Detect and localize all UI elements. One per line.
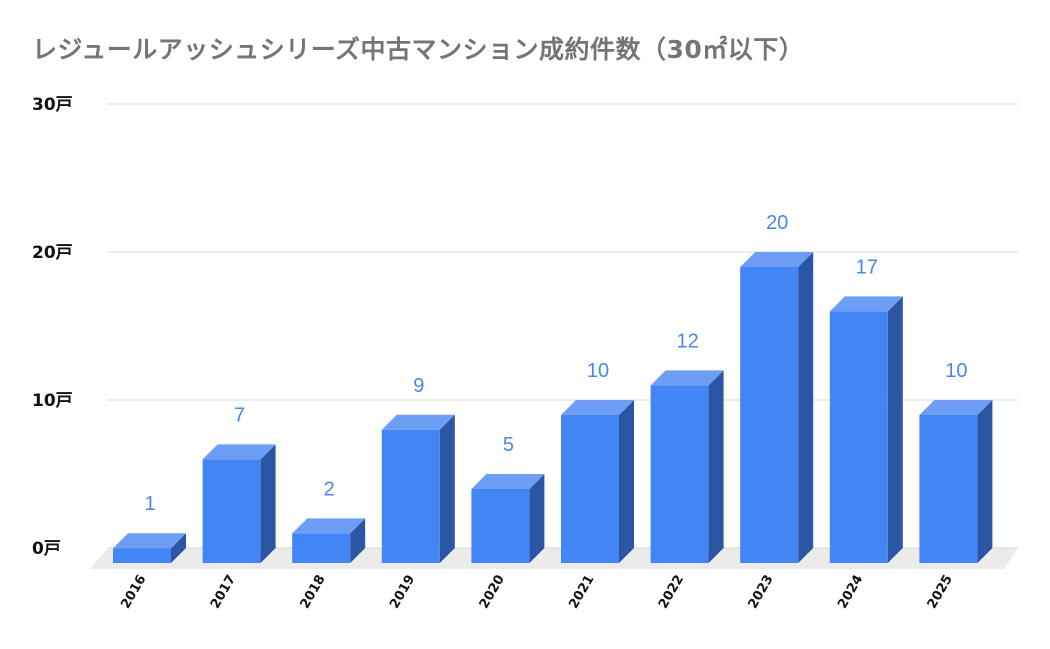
x-tick-label: 2021 <box>566 573 597 612</box>
bar <box>829 311 888 563</box>
data-label: 2 <box>324 478 335 500</box>
x-tick-label: 2023 <box>746 573 777 612</box>
x-tick-label: 2018 <box>298 573 329 612</box>
bar <box>740 267 799 563</box>
x-tick-label: 2022 <box>656 573 687 612</box>
bar-top <box>292 518 366 534</box>
data-label: 5 <box>503 434 514 456</box>
data-label: 7 <box>234 404 245 426</box>
bar-side <box>439 414 455 563</box>
bar-side <box>977 400 993 563</box>
bar-top <box>381 414 455 430</box>
chart-title: レジュールアッシュシリーズ中古マンション成約件数（30㎡以下） <box>32 35 805 64</box>
bar-side <box>260 444 276 563</box>
bar <box>292 533 351 563</box>
x-tick-label: 2017 <box>208 573 239 612</box>
bar-top <box>113 533 186 549</box>
bar-side <box>619 400 634 563</box>
bar <box>113 548 171 563</box>
data-label: 10 <box>587 360 609 382</box>
x-axis: 2016 2017 2018 2019 2020 2021 2022 2023 2024 2025 <box>118 573 955 612</box>
data-label: 1 <box>144 493 155 515</box>
bar <box>919 415 978 563</box>
bars <box>113 252 993 563</box>
bar-side <box>798 252 814 563</box>
y-tick-label: 10戸 <box>32 391 73 411</box>
bar-top <box>561 400 634 415</box>
bar-top <box>829 296 903 312</box>
y-axis: 0戸 10戸 20戸 30戸 <box>32 95 73 559</box>
bar-side <box>887 296 903 563</box>
data-label: 20 <box>766 212 788 234</box>
bar-side <box>350 518 366 563</box>
data-label: 9 <box>413 375 424 397</box>
bar-side <box>529 474 545 563</box>
data-label: 10 <box>945 360 967 382</box>
x-tick-label: 2024 <box>835 573 866 612</box>
x-tick-label: 2020 <box>477 573 508 612</box>
y-tick-label: 30戸 <box>32 95 73 115</box>
bar <box>381 429 440 563</box>
bar <box>202 459 261 563</box>
y-tick-label: 20戸 <box>32 243 73 263</box>
bar-side <box>171 533 186 563</box>
bar-top <box>740 252 814 267</box>
bar <box>471 489 530 563</box>
data-label: 12 <box>676 330 698 352</box>
x-tick-label: 2025 <box>925 573 956 612</box>
bar-side <box>708 370 724 563</box>
bar <box>650 385 709 563</box>
bar-top <box>202 444 276 460</box>
bar <box>561 415 619 563</box>
y-tick-label: 0戸 <box>32 539 61 559</box>
x-tick-label: 2019 <box>387 573 418 612</box>
data-label: 17 <box>856 256 878 278</box>
x-tick-label: 2016 <box>118 573 149 612</box>
bar-top <box>650 370 724 386</box>
bar-top <box>919 400 993 415</box>
bar-top <box>471 474 545 489</box>
